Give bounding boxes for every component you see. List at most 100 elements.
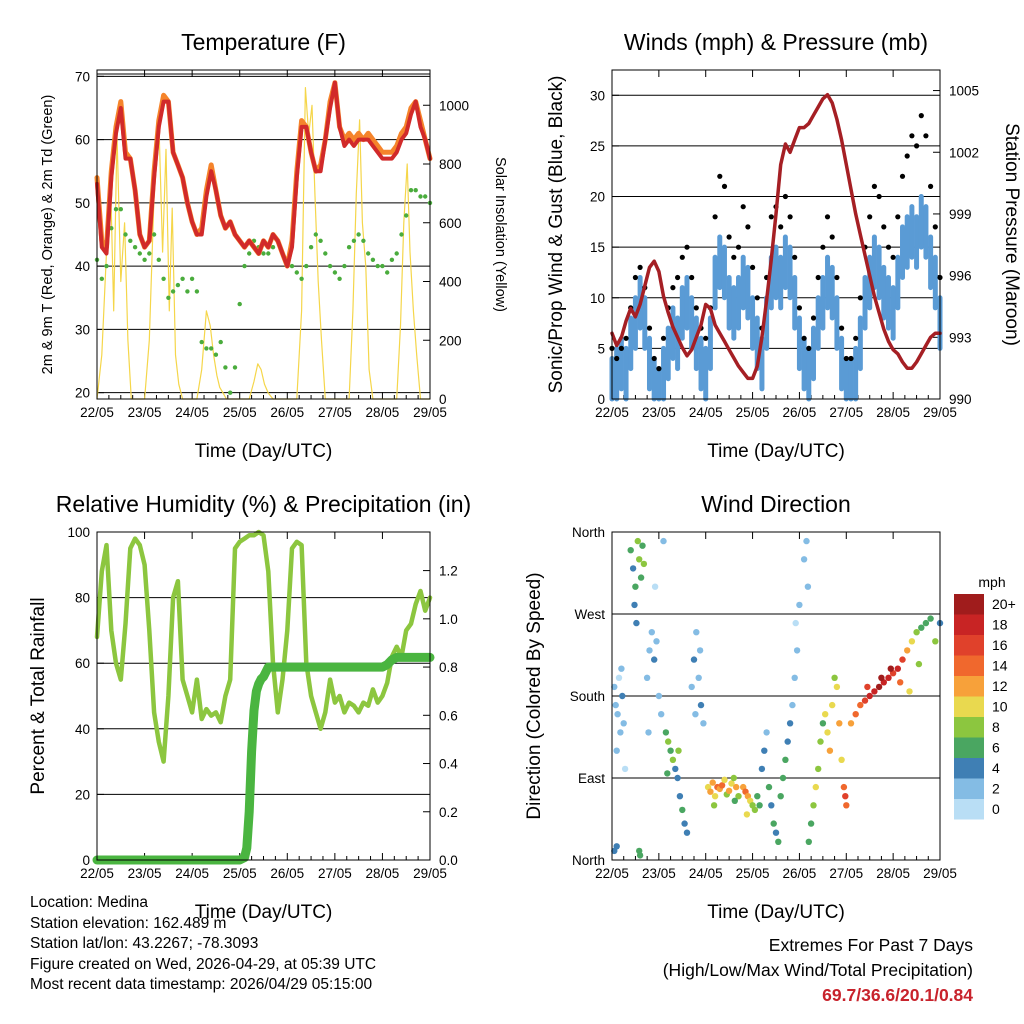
station-elevation: Station elevation: 162.489 m <box>30 914 227 932</box>
wind-direction-point <box>730 774 737 782</box>
wind-direction-point <box>786 720 794 727</box>
legend-label: 4 <box>992 760 1000 776</box>
wind-direction-point <box>700 720 707 727</box>
dewpoint-point <box>394 251 399 256</box>
wind-direction-point <box>761 747 768 754</box>
dewpoint-point <box>299 276 304 281</box>
x-axis-label: Time (Day/UTC) <box>195 441 333 462</box>
figure-created: Figure created on Wed, 2026-04-29, at 05… <box>30 955 377 973</box>
wind-direction-point <box>683 829 691 836</box>
wind-direction-point <box>831 674 838 681</box>
wind-gust-point <box>792 254 798 260</box>
legend-title: mph <box>978 574 1005 590</box>
wind-direction-point <box>674 774 681 782</box>
dewpoint-point <box>247 251 252 256</box>
y-right-tick-label: 1000 <box>439 98 469 113</box>
wind-direction-point <box>648 629 655 636</box>
legend-label: 14 <box>992 658 1008 674</box>
wind-direction-point <box>612 701 619 709</box>
chart-title: Relative Humidity (%) & Precipitation (i… <box>56 491 471 517</box>
extremes-subheading: (High/Low/Max Wind/Total Precipitation) <box>662 960 973 980</box>
wind-direction-point <box>620 720 627 727</box>
wind-direction-point <box>784 738 791 745</box>
wind-direction-point <box>843 802 850 809</box>
dewpoint-point <box>175 282 181 288</box>
x-tick-label: 26/05 <box>783 405 817 420</box>
y-right-tick-label: 0 <box>439 392 447 407</box>
x-tick-label: 28/05 <box>876 405 910 420</box>
wind-gust-point <box>632 274 639 281</box>
dewpoint-point <box>123 232 128 237</box>
wind-direction-point <box>664 770 671 777</box>
wind-direction-point <box>866 692 873 700</box>
legend-swatch <box>954 737 984 758</box>
wind-gust-point <box>787 214 793 220</box>
y-right-tick-label: 996 <box>949 269 972 284</box>
wind-direction-point <box>632 583 639 590</box>
y-right-tick-label: 1.0 <box>439 612 458 627</box>
wind-direction-point <box>768 802 775 809</box>
humidity-panel: Relative Humidity (%) & Precipitation (i… <box>28 491 471 923</box>
wind-gust-point <box>890 254 896 260</box>
wind-gust-point <box>810 315 817 321</box>
y-tick-label: North <box>572 525 605 540</box>
extremes-heading: Extremes For Past 7 Days <box>768 935 973 955</box>
y-right-tick-label: 0.0 <box>439 853 458 868</box>
x-tick-label: 27/05 <box>829 866 863 881</box>
wind-gust-point <box>614 355 620 362</box>
data-timestamp: Most recent data timestamp: 2026/04/29 0… <box>30 976 373 994</box>
y-tick-label: 30 <box>75 322 90 337</box>
legend-label: 2 <box>992 781 1000 797</box>
wind-direction-point <box>791 674 798 681</box>
y-tick-label: 80 <box>75 591 90 606</box>
station-info: Location: Medina Station elevation: 162.… <box>30 893 376 996</box>
dewpoint-point <box>294 270 299 275</box>
wind-direction-point <box>810 802 817 809</box>
wind-direction-point <box>803 537 810 545</box>
wind-direction-point <box>675 747 682 754</box>
wind-gust-point <box>646 325 653 331</box>
wind-direction-point <box>634 537 641 545</box>
wind-gust-point <box>731 254 737 260</box>
wind-direction-point <box>707 788 714 795</box>
wind-direction-point <box>904 647 911 654</box>
wind-direction-point <box>655 692 663 700</box>
wind-gust-point <box>778 224 784 230</box>
dewpoint-point <box>375 263 380 269</box>
wind-direction-point <box>815 765 822 773</box>
y-tick-label: East <box>578 771 605 786</box>
x-tick-label: 27/05 <box>829 405 863 420</box>
station-pressure-line <box>610 92 942 381</box>
dewpoint-point <box>156 257 161 262</box>
dewpoint-point <box>370 257 376 262</box>
y-right-tick-label: 600 <box>439 216 462 231</box>
wind-gust-point <box>796 305 803 311</box>
x-tick-label: 24/05 <box>689 866 723 881</box>
wind-direction-point <box>731 797 738 804</box>
wind-gust-point <box>637 264 643 270</box>
x-tick-label: 22/05 <box>595 866 629 881</box>
dewpoint-point <box>389 257 395 262</box>
wind-direction-point <box>758 765 766 773</box>
wind-direction-point <box>763 729 770 736</box>
y-tick-label: 40 <box>75 259 90 274</box>
legend-swatch <box>954 799 984 820</box>
plot-border <box>611 531 941 861</box>
y-tick-label: 10 <box>590 291 605 306</box>
legend-swatch <box>954 635 984 656</box>
plot-border <box>96 69 431 400</box>
wind-direction-point <box>918 624 925 631</box>
x-tick-label: 26/05 <box>270 405 304 420</box>
wind-direction-point <box>793 647 801 654</box>
wind-direction-point <box>621 765 629 773</box>
x-axis-label: Time (Day/UTC) <box>707 902 845 923</box>
wind-direction-point <box>710 802 718 809</box>
wind-gust-point <box>824 214 831 220</box>
wind-direction-point <box>629 565 637 572</box>
wind-gust-point <box>754 295 760 301</box>
wind-gust-point <box>801 335 807 341</box>
legend-label: 0 <box>992 801 1000 817</box>
y-tick-label: 25 <box>590 139 605 154</box>
wind-direction-point <box>618 665 625 672</box>
wind-direction-point <box>754 793 761 800</box>
